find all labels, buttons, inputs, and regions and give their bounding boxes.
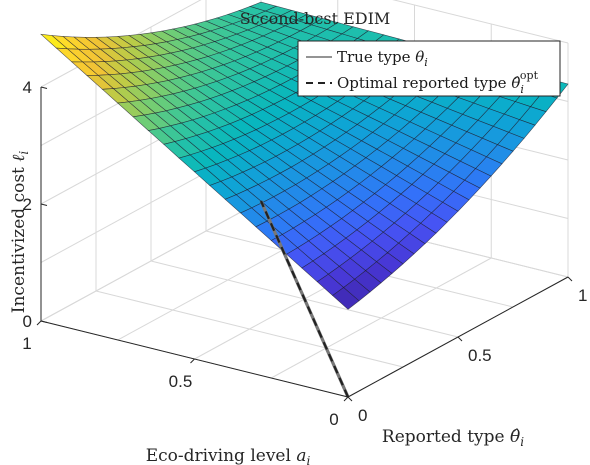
chart-title: Sccond-bcst EDIM	[240, 9, 391, 28]
y-tick-label: 1	[578, 286, 587, 305]
legend-entry-optimal-type: Optimal reported type θ̂iopt	[337, 69, 539, 96]
y-tick	[457, 336, 463, 342]
y-tick-label: 0.5	[468, 346, 492, 365]
z-tick	[40, 203, 48, 206]
legend-box	[297, 40, 561, 97]
y-tick	[347, 396, 353, 402]
optimal-reported-type-line	[259, 200, 350, 398]
z-tick	[40, 86, 48, 89]
y-axis-label: Reported type θ̂i	[382, 427, 524, 449]
tick-labels: 0 2 4 0 0.5 1 0 0.5 1	[22, 78, 587, 429]
y-tick	[567, 276, 573, 282]
z-tick	[40, 320, 48, 323]
x-axis-label: Eco-driving level ai	[146, 446, 311, 465]
surface-patch	[332, 287, 360, 310]
legend-entry-true-type: True type θi	[337, 48, 428, 69]
z-tick-label: 4	[23, 78, 32, 97]
x-tick	[190, 358, 195, 364]
gridline	[40, 200, 262, 322]
z-axis-label: Incentivized cost ℓi	[9, 151, 31, 314]
gridline	[271, 257, 492, 379]
x-tick-label: 0.5	[169, 372, 193, 391]
x-tick	[343, 396, 349, 402]
legend: True type θi Optimal reported type θ̂iop…	[297, 40, 561, 97]
y-tick-label: 0	[358, 406, 367, 425]
axes-frame	[36, 86, 573, 402]
data-lines	[259, 200, 350, 398]
z-tick-label: 2	[23, 195, 32, 214]
x-tick	[36, 320, 42, 326]
x-tick-label: 0	[329, 410, 338, 429]
x-tick-label: 1	[22, 334, 31, 353]
z-tick-label: 0	[23, 312, 32, 331]
